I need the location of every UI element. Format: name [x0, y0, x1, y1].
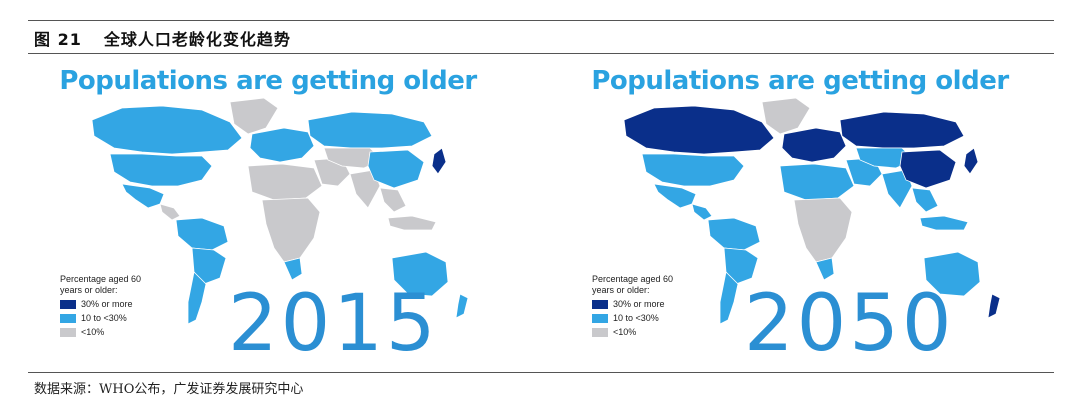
- legend-label: 30% or more: [613, 299, 665, 309]
- legend-swatch-mid: [592, 314, 608, 323]
- source-note: 数据来源：WHO公布，广发证券发展研究中心: [34, 382, 304, 397]
- region-central-asia: [323, 147, 383, 169]
- region-south-america-north: [707, 217, 761, 251]
- legend-heading: Percentage aged 60 years or older:: [592, 274, 674, 295]
- region-usa: [109, 153, 213, 187]
- region-canada: [623, 105, 775, 155]
- region-new-zealand: [987, 293, 1001, 319]
- world-map-2050: [623, 97, 1001, 325]
- legend-item: <10%: [592, 327, 680, 338]
- top-rule: [28, 20, 1054, 21]
- map-legend: Percentage aged 60 years or older: 30% o…: [60, 274, 148, 338]
- region-australia: [923, 251, 981, 297]
- bottom-rule: [28, 372, 1054, 373]
- legend-label: 30% or more: [81, 299, 133, 309]
- region-north-africa: [247, 163, 323, 201]
- region-south-africa: [815, 257, 835, 281]
- legend-item: 30% or more: [592, 299, 680, 310]
- legend-heading: Percentage aged 60 years or older:: [60, 274, 142, 295]
- legend-item: 30% or more: [60, 299, 148, 310]
- region-russia: [839, 111, 965, 149]
- region-japan: [963, 147, 979, 175]
- legend-swatch-mid: [60, 314, 76, 323]
- legend-item: 10 to <30%: [592, 313, 680, 324]
- legend-item: <10%: [60, 327, 148, 338]
- region-europe: [249, 127, 315, 163]
- region-central-america: [691, 203, 713, 221]
- region-europe: [781, 127, 847, 163]
- region-sub-saharan-africa: [793, 197, 853, 263]
- map-year: 2050: [744, 279, 955, 364]
- region-central-asia: [855, 147, 915, 169]
- map-legend: Percentage aged 60 years or older: 30% o…: [592, 274, 680, 338]
- region-greenland: [761, 97, 811, 135]
- map-panel-2050: Populations are getting older Percentage…: [584, 62, 1016, 364]
- legend-swatch-high: [60, 300, 76, 309]
- map-year: 2015: [228, 279, 439, 364]
- region-china: [899, 149, 957, 189]
- region-south-america-south: [719, 271, 739, 325]
- region-usa: [641, 153, 745, 187]
- map-title: Populations are getting older: [59, 66, 477, 96]
- legend-label: <10%: [613, 327, 637, 337]
- region-indonesia: [919, 215, 969, 231]
- title-rule: [28, 53, 1054, 54]
- region-greenland: [229, 97, 279, 135]
- legend-label: 10 to <30%: [81, 313, 127, 323]
- region-southeast-asia: [911, 187, 939, 213]
- region-sub-saharan-africa: [261, 197, 321, 263]
- region-southeast-asia: [379, 187, 407, 213]
- legend-swatch-low: [592, 328, 608, 337]
- region-south-america-south: [187, 271, 207, 325]
- world-map-2015: [91, 97, 469, 325]
- region-russia: [307, 111, 433, 149]
- legend-swatch-high: [592, 300, 608, 309]
- map-panel-2015: Populations are getting older Percentage…: [52, 62, 484, 364]
- legend-item: 10 to <30%: [60, 313, 148, 324]
- figure-caption: 全球人口老龄化变化趋势: [103, 30, 291, 49]
- region-central-america: [159, 203, 181, 221]
- figure-number: 图 21: [34, 30, 82, 49]
- region-mexico: [653, 183, 697, 209]
- region-australia: [391, 251, 449, 297]
- legend-swatch-low: [60, 328, 76, 337]
- map-title: Populations are getting older: [591, 66, 1009, 96]
- region-mexico: [121, 183, 165, 209]
- region-south-africa: [283, 257, 303, 281]
- region-china: [367, 149, 425, 189]
- region-japan: [431, 147, 447, 175]
- region-south-america-north: [175, 217, 229, 251]
- legend-label: 10 to <30%: [613, 313, 659, 323]
- region-indonesia: [387, 215, 437, 231]
- legend-label: <10%: [81, 327, 105, 337]
- region-north-africa: [779, 163, 855, 201]
- figure-title: 图 21 全球人口老龄化变化趋势: [34, 26, 291, 50]
- region-canada: [91, 105, 243, 155]
- region-new-zealand: [455, 293, 469, 319]
